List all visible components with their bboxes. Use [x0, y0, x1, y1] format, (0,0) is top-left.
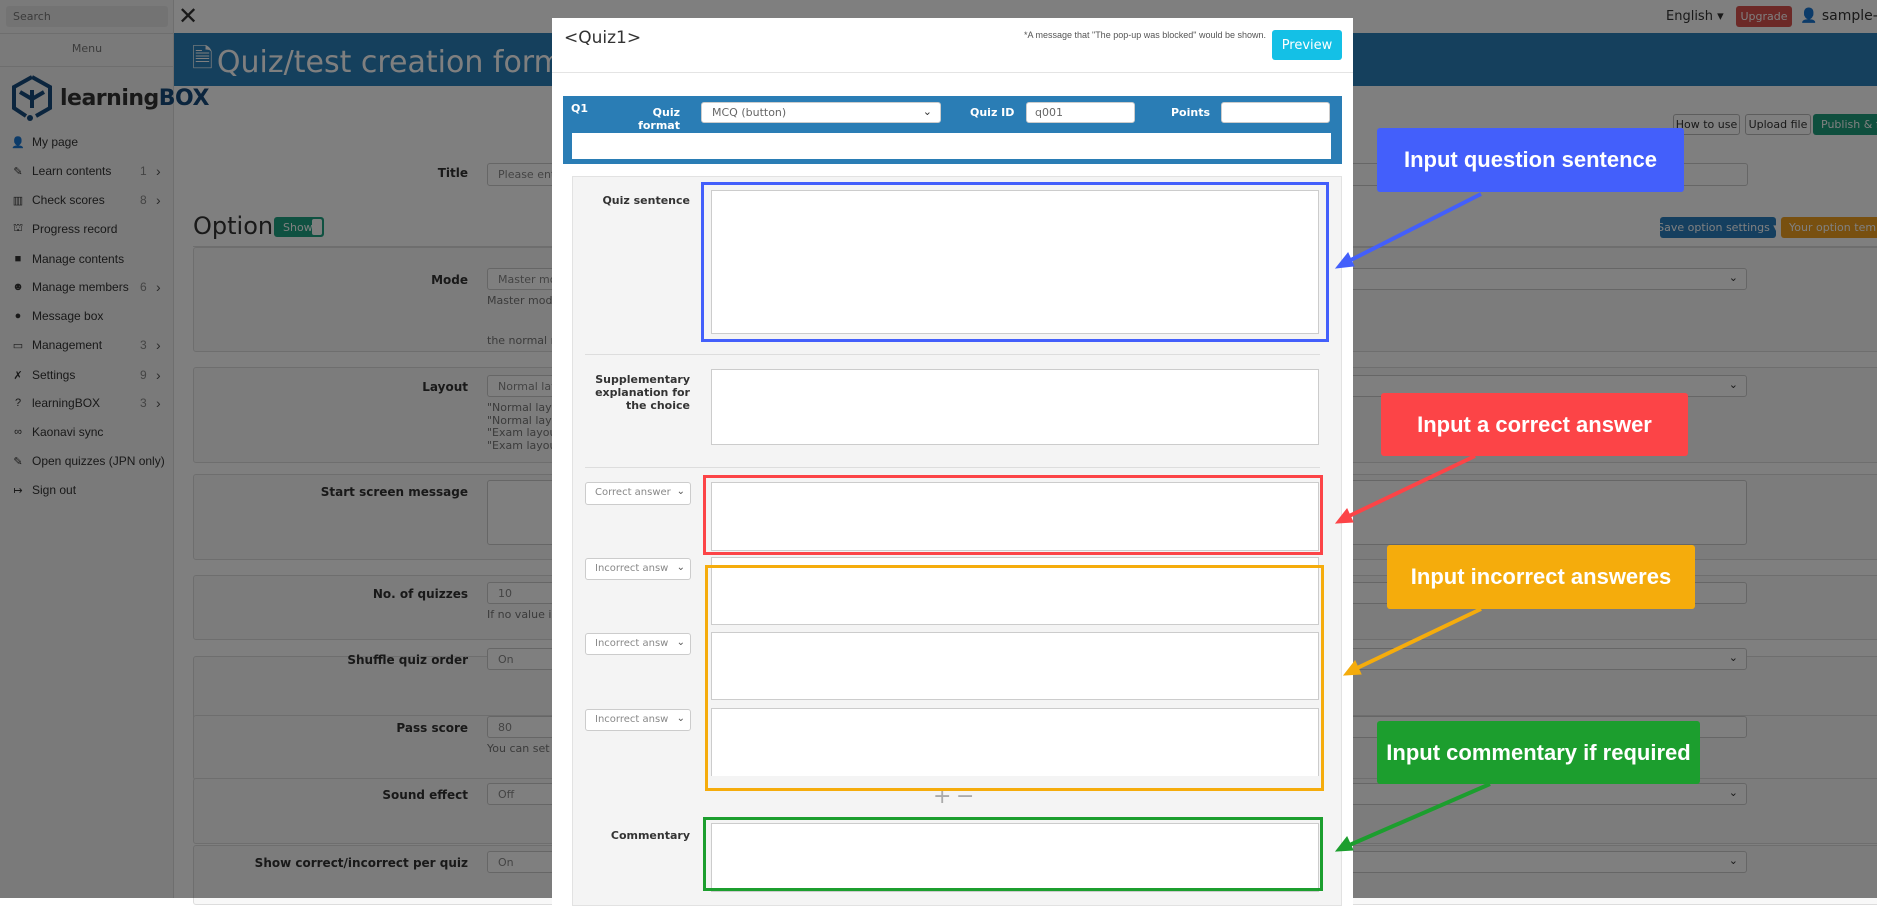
question-title-input[interactable] [572, 133, 1331, 159]
answer-type-select[interactable]: Incorrect answ ⌄ [585, 633, 691, 655]
quiz-format-select[interactable]: MCQ (button) ⌄ [701, 102, 941, 123]
incorrect-answer-textarea[interactable] [711, 632, 1319, 700]
quiz-id-input[interactable]: q001 [1026, 102, 1135, 123]
chevron-down-icon: ⌄ [676, 637, 685, 648]
correct-highlight-box [703, 475, 1323, 555]
supplementary-textarea[interactable] [711, 369, 1319, 445]
quiz-sentence-textarea[interactable] [711, 190, 1319, 334]
supplementary-label: Supplementary explanation for the choice [595, 373, 690, 412]
correct-answer-textarea[interactable] [711, 482, 1319, 551]
commentary-label: Commentary [610, 829, 690, 842]
incorrect-highlight-box [705, 565, 1324, 791]
callout-question: Input question sentence [1377, 128, 1684, 192]
quiz-sentence-label: Quiz sentence [602, 194, 690, 207]
points-label: Points [1171, 106, 1211, 119]
commentary-highlight-box [703, 817, 1323, 891]
incorrect-answer-textarea[interactable] [711, 708, 1319, 776]
callout-correct: Input a correct answer [1381, 393, 1688, 456]
callout-arrows [1334, 192, 1491, 852]
answer-type-select[interactable]: Incorrect answ ⌄ [585, 558, 691, 580]
question-highlight-box [701, 182, 1329, 342]
quiz-id-label: Quiz ID [970, 106, 1015, 119]
arrow-incorrect [1342, 607, 1482, 676]
arrow-question [1334, 192, 1482, 269]
divider [585, 354, 1320, 355]
points-input[interactable] [1221, 102, 1330, 123]
question-number: Q1 [571, 102, 589, 115]
commentary-textarea[interactable] [711, 823, 1319, 892]
chevron-down-icon: ⌄ [676, 486, 685, 497]
answer-type-select[interactable]: Incorrect answ ⌄ [585, 709, 691, 731]
callout-commentary: Input commentary if required [1377, 721, 1700, 784]
callout-incorrect: Input incorrect answeres [1387, 545, 1695, 609]
quiz-format-label: Quiz format [638, 106, 680, 132]
chevron-down-icon: ⌄ [922, 105, 932, 118]
popup-note: *A message that "The pop-up was blocked"… [1023, 30, 1266, 40]
preview-button[interactable]: Preview [1272, 30, 1342, 60]
divider [585, 467, 1320, 468]
modal-title: <Quiz1> [564, 28, 642, 48]
chevron-down-icon: ⌄ [676, 562, 685, 573]
arrow-commentary [1334, 782, 1491, 852]
arrow-correct [1334, 454, 1476, 524]
incorrect-answer-textarea[interactable] [711, 557, 1319, 625]
chevron-down-icon: ⌄ [676, 713, 685, 724]
divider [552, 72, 1353, 73]
answer-type-select[interactable]: Correct answer ⌄ [585, 482, 691, 505]
